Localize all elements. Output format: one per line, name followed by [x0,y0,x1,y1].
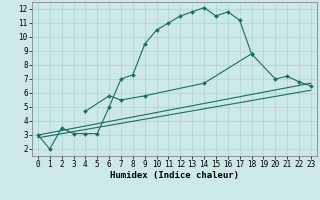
X-axis label: Humidex (Indice chaleur): Humidex (Indice chaleur) [110,171,239,180]
